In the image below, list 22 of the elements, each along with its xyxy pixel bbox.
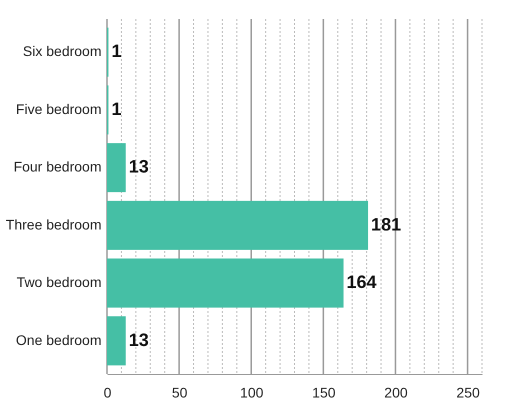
x-tick-label: 0 <box>104 384 112 400</box>
bar <box>107 200 368 250</box>
data-label: 13 <box>128 156 149 177</box>
data-label: 164 <box>346 272 377 292</box>
x-tick-label: 150 <box>312 384 336 400</box>
x-tick-label: 200 <box>384 384 408 400</box>
x-tick-label: 100 <box>240 384 264 400</box>
data-label: 13 <box>128 330 149 350</box>
y-tick-label: Four bedroom <box>14 158 102 175</box>
bar <box>107 316 126 366</box>
data-label: 1 <box>111 98 122 119</box>
y-tick-label: Six bedroom <box>22 43 102 60</box>
x-tick-label: 250 <box>456 384 480 400</box>
data-label: 181 <box>371 214 402 234</box>
y-tick-label: Five bedroom <box>16 100 102 117</box>
y-tick-label: Two bedroom <box>16 274 102 290</box>
x-tick-label: 50 <box>172 384 188 400</box>
data-label: 1 <box>111 41 122 62</box>
y-tick-label: One bedroom <box>16 332 102 348</box>
bar <box>107 143 126 192</box>
bar <box>107 258 344 308</box>
y-tick-label: Three bedroom <box>6 216 102 232</box>
